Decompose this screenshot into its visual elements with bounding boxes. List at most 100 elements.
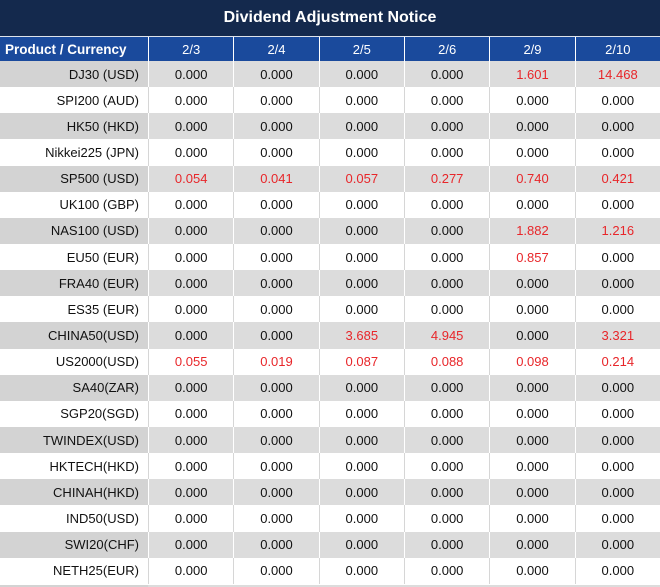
table-row: HKTECH(HKD) 0.000 0.000 0.000 0.000 0.000 0.00…: [0, 453, 660, 480]
dividend-value-cell: 0.000: [489, 87, 574, 114]
table-row: FRA40 (EUR) 0.000 0.000 0.000 0.000 0.000 0.00…: [0, 270, 660, 297]
dividend-value-cell: 0.000: [318, 139, 404, 166]
dividend-table-body: DJ30 (USD) 0.000 0.000 0.000 0.000 1.601 14.46…: [0, 61, 660, 585]
column-header-product-currency: Product / Currency: [5, 41, 127, 57]
table-row: NETH25(EUR) 0.000 0.000 0.000 0.000 0.000 0.00…: [0, 557, 660, 584]
dividend-value-cell: 0.098: [489, 348, 574, 375]
product-cell: FRA40 (EUR): [0, 270, 148, 297]
dividend-value-cell: 0.000: [148, 113, 233, 140]
dividend-value-cell: 0.000: [233, 191, 318, 218]
dividend-value-cell: 0.054: [148, 165, 233, 192]
table-row: SGP20(SGD) 0.000 0.000 0.000 0.000 0.000 0.000: [0, 400, 660, 427]
dividend-value-cell: 0.000: [489, 400, 574, 427]
product-cell: ES35 (EUR): [67, 301, 139, 317]
dividend-value-cell: 0.000: [574, 374, 660, 401]
dividend-value-cell: 0.000: [233, 400, 318, 427]
dividend-value-cell: 0.000: [148, 400, 233, 427]
dividend-value-cell: 0.000: [574, 453, 660, 480]
dividend-value-cell: 0.000: [148, 139, 233, 166]
dividend-value-cell: 0.000: [233, 217, 318, 244]
dividend-value-cell: 0.000: [148, 322, 233, 349]
dividend-value-cell: 0.000: [403, 505, 489, 532]
dividend-value-cell: 0.057: [318, 165, 404, 192]
dividend-value-cell: 0.000: [574, 400, 660, 427]
dividend-value-cell: 0.000: [574, 531, 660, 558]
dividend-value-cell: 0.000: [489, 557, 574, 584]
table-row: IND50(USD) 0.000 0.000 0.000 0.000 0.000 0.000: [0, 505, 660, 532]
product-cell: NAS100 (USD): [0, 217, 148, 244]
dividend-value-cell: 0.000: [233, 113, 318, 140]
dividend-value-cell: 0.000: [318, 243, 404, 271]
dividend-value-cell: 0.000: [318, 270, 404, 297]
table-row: SWI20(CHF) 0.000 0.000 0.000 0.000 0.000 0.000: [0, 531, 660, 558]
dividend-value-cell: 0.000: [403, 191, 489, 218]
dividend-value-cell: 0.000: [233, 426, 318, 454]
table-row: CHINAH(HKD) 0.000 0.000 0.000 0.000 0.000 0.00…: [0, 479, 660, 506]
dividend-value-cell: 0.000: [148, 61, 233, 88]
table-row: US2000(USD) 0.055 0.019 0.087 0.088 0.098 0.21…: [0, 348, 660, 375]
product-cell: NETH25(EUR): [53, 563, 139, 579]
dividend-value-cell: 0.000: [318, 400, 404, 427]
product-cell: CHINA50(USD): [0, 322, 148, 349]
column-header-date: 2/5: [318, 37, 404, 61]
dividend-value-cell: 0.000: [403, 217, 489, 244]
dividend-value-cell: 0.000: [574, 479, 660, 506]
dividend-value-cell: 0.000: [318, 217, 404, 244]
dividend-value-cell: 0.000: [148, 505, 233, 532]
dividend-value-cell: 0.000: [489, 453, 574, 480]
dividend-value-cell: 0.857: [489, 243, 574, 271]
column-header-date: 2/4: [233, 37, 318, 61]
dividend-value-cell: 0.000: [233, 61, 318, 88]
page-title: Dividend Adjustment Notice: [0, 0, 660, 37]
table-row: ES35 (EUR) 0.000 0.000 0.000 0.000 0.000 0.000: [0, 296, 660, 323]
dividend-value-cell: 1.216: [574, 217, 660, 244]
table-row: Nikkei225 (JPN) 0.000 0.000 0.000 0.000 0.000…: [0, 139, 660, 166]
dividend-value-cell: 0.000: [318, 87, 404, 114]
product-cell: SGP20(SGD): [60, 406, 139, 422]
table-row: SA40(ZAR) 0.000 0.000 0.000 0.000 0.000 0.000: [0, 374, 660, 401]
dividend-value-cell: 0.000: [318, 479, 404, 506]
dividend-value-cell: 0.055: [148, 348, 233, 375]
dividend-value-cell: 0.000: [574, 270, 660, 297]
dividend-value-cell: 0.000: [148, 217, 233, 244]
dividend-value-cell: 0.000: [148, 557, 233, 584]
dividend-value-cell: 0.000: [489, 191, 574, 218]
next-row-clipped-value-area: [148, 585, 660, 587]
dividend-value-cell: 1.601: [489, 61, 574, 88]
dividend-value-cell: 1.882: [489, 217, 574, 244]
dividend-value-cell: 0.000: [233, 453, 318, 480]
product-cell: SP500 (USD): [0, 165, 148, 192]
dividend-value-cell: 0.000: [233, 531, 318, 558]
next-row-clipped-label-cell: [0, 585, 148, 587]
dividend-value-cell: 0.000: [403, 426, 489, 454]
dividend-value-cell: 0.000: [148, 296, 233, 323]
dividend-value-cell: 0.000: [148, 479, 233, 506]
table-row: EU50 (EUR) 0.000 0.000 0.000 0.000 0.857 0.000: [0, 243, 660, 271]
dividend-value-cell: 0.000: [148, 531, 233, 558]
table-row: NAS100 (USD) 0.000 0.000 0.000 0.000 1.882 1.2…: [0, 217, 660, 244]
dividend-value-cell: 0.000: [574, 505, 660, 532]
dividend-value-cell: 0.000: [574, 87, 660, 114]
dividend-value-cell: 0.000: [489, 270, 574, 297]
product-cell: Nikkei225 (JPN): [45, 144, 139, 160]
table-row: SP500 (USD) 0.054 0.041 0.057 0.277 0.740 0.42…: [0, 165, 660, 192]
dividend-value-cell: 0.000: [233, 87, 318, 114]
product-cell: HK50 (HKD): [0, 113, 148, 140]
table-row: TWINDEX(USD) 0.000 0.000 0.000 0.000 0.000 0.0…: [0, 426, 660, 454]
dividend-value-cell: 0.000: [489, 322, 574, 349]
dividend-value-cell: 0.000: [233, 270, 318, 297]
product-cell: SWI20(CHF): [0, 531, 148, 558]
dividend-value-cell: 0.421: [574, 165, 660, 192]
table-row: UK100 (GBP) 0.000 0.000 0.000 0.000 0.000 0.00…: [0, 191, 660, 218]
product-cell: US2000(USD): [55, 354, 139, 370]
table-row: DJ30 (USD) 0.000 0.000 0.000 0.000 1.601 14.46…: [0, 61, 660, 88]
dividend-value-cell: 0.000: [318, 191, 404, 218]
dividend-value-cell: 0.000: [403, 296, 489, 323]
dividend-value-cell: 0.000: [233, 374, 318, 401]
dividend-value-cell: 0.000: [403, 270, 489, 297]
dividend-value-cell: 0.000: [489, 113, 574, 140]
table-row: HK50 (HKD) 0.000 0.000 0.000 0.000 0.000 0.000: [0, 113, 660, 140]
dividend-value-cell: 0.740: [489, 165, 574, 192]
dividend-value-cell: 0.000: [233, 505, 318, 532]
dividend-value-cell: 0.000: [403, 243, 489, 271]
